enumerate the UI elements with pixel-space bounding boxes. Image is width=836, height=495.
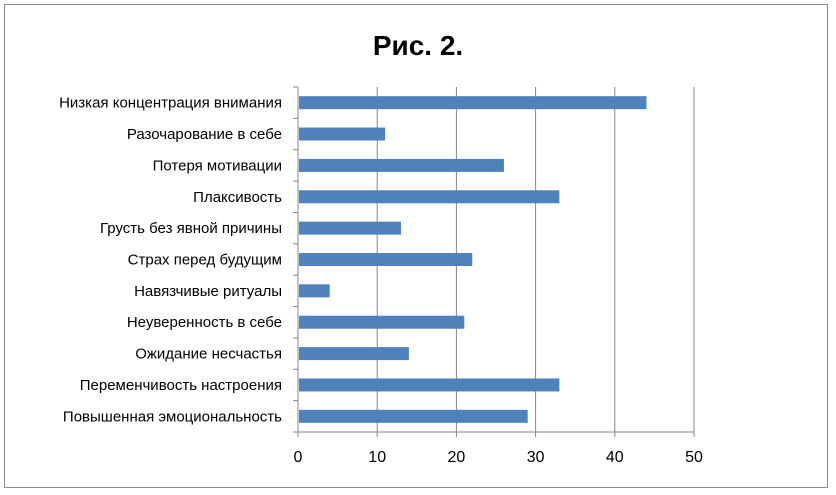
chart-title: Рис. 2. [372,30,464,61]
bar [299,190,560,204]
axes [293,86,695,437]
x-tick-label: 0 [294,449,303,466]
category-label: Грусть без явной причины [100,220,282,237]
x-tick-label: 50 [685,449,703,466]
bar [299,409,528,423]
bar [299,347,409,361]
bar [299,253,473,266]
bars [299,96,647,423]
x-tick-label: 10 [368,449,386,466]
bar [299,221,401,235]
category-label: Переменчивость настроения [80,377,282,394]
category-label: Ожидание несчастья [135,346,282,363]
bar [299,315,465,329]
category-label: Низкая концентрация внимания [59,95,282,112]
tick-labels: 0 10 20 30 40 50 [294,449,703,466]
category-labels: Низкая концентрация внимания Разочаровани… [59,95,282,426]
bar [299,96,647,110]
category-label: Повышенная эмоциональность [63,408,282,425]
chart-frame [4,4,828,488]
category-label: Страх перед будущим [128,252,282,269]
bar [299,127,386,141]
category-label: Плаксивость [193,189,282,206]
bar [299,284,330,298]
x-tick-label: 40 [606,449,624,466]
x-tick-label: 30 [527,449,545,466]
category-label: Разочарование в себе [127,126,282,143]
x-tick-label: 20 [448,449,466,466]
bar [299,378,560,392]
category-label: Неуверенность в себе [127,314,282,331]
category-label: Потеря мотивации [153,157,282,174]
category-label: Навязчивые ритуалы [134,283,282,300]
bar [299,158,504,172]
